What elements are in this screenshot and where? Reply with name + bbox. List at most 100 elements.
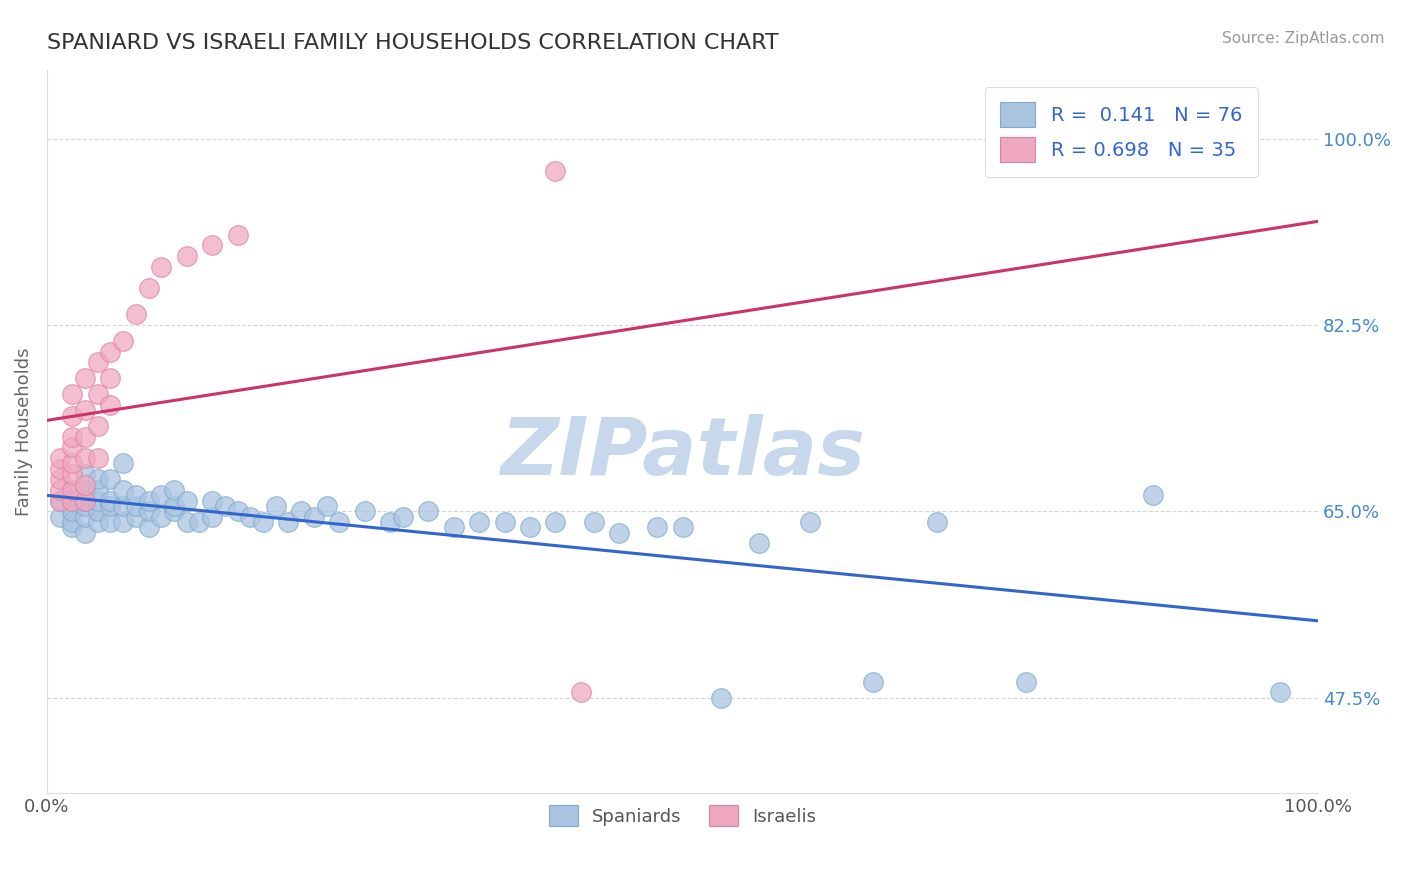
Point xyxy=(569,685,592,699)
Point xyxy=(328,515,350,529)
Point xyxy=(443,520,465,534)
Point xyxy=(112,499,135,513)
Point xyxy=(100,472,122,486)
Point xyxy=(544,163,567,178)
Point xyxy=(60,457,83,471)
Point xyxy=(73,467,96,481)
Point xyxy=(176,515,198,529)
Point xyxy=(73,488,96,502)
Point xyxy=(607,525,630,540)
Point xyxy=(201,493,224,508)
Point xyxy=(87,493,110,508)
Point xyxy=(73,451,96,466)
Point xyxy=(201,238,224,252)
Point xyxy=(188,515,211,529)
Point xyxy=(60,504,83,518)
Point xyxy=(544,515,567,529)
Point xyxy=(73,493,96,508)
Point xyxy=(494,515,516,529)
Point xyxy=(73,403,96,417)
Point xyxy=(582,515,605,529)
Point xyxy=(60,467,83,481)
Point xyxy=(73,499,96,513)
Point xyxy=(73,483,96,497)
Point xyxy=(60,520,83,534)
Point xyxy=(163,499,186,513)
Point xyxy=(799,515,821,529)
Point xyxy=(201,509,224,524)
Point xyxy=(353,504,375,518)
Point xyxy=(925,515,948,529)
Point xyxy=(87,387,110,401)
Point xyxy=(150,509,173,524)
Point xyxy=(645,520,668,534)
Point xyxy=(112,334,135,348)
Point xyxy=(176,493,198,508)
Point xyxy=(48,451,70,466)
Point xyxy=(100,344,122,359)
Point xyxy=(60,515,83,529)
Point xyxy=(302,509,325,524)
Point xyxy=(73,509,96,524)
Point xyxy=(519,520,541,534)
Point xyxy=(748,536,770,550)
Point xyxy=(60,441,83,455)
Text: Source: ZipAtlas.com: Source: ZipAtlas.com xyxy=(1222,31,1385,46)
Point xyxy=(73,477,96,491)
Point xyxy=(48,493,70,508)
Point xyxy=(418,504,440,518)
Point xyxy=(112,483,135,497)
Point xyxy=(87,515,110,529)
Point xyxy=(48,462,70,476)
Point xyxy=(60,483,83,497)
Point xyxy=(48,483,70,497)
Point xyxy=(138,504,160,518)
Point xyxy=(73,430,96,444)
Point xyxy=(100,499,122,513)
Point xyxy=(100,398,122,412)
Point xyxy=(60,504,83,518)
Point xyxy=(87,472,110,486)
Legend: Spaniards, Israelis: Spaniards, Israelis xyxy=(540,796,825,835)
Point xyxy=(226,227,249,242)
Point xyxy=(264,499,287,513)
Point xyxy=(214,499,236,513)
Point xyxy=(60,493,83,508)
Y-axis label: Family Households: Family Households xyxy=(15,347,32,516)
Point xyxy=(60,430,83,444)
Point xyxy=(125,499,148,513)
Point xyxy=(125,488,148,502)
Point xyxy=(176,249,198,263)
Point xyxy=(60,493,83,508)
Point xyxy=(73,371,96,385)
Point xyxy=(239,509,262,524)
Point xyxy=(60,387,83,401)
Point xyxy=(60,499,83,513)
Point xyxy=(48,509,70,524)
Point xyxy=(138,281,160,295)
Point xyxy=(73,525,96,540)
Point xyxy=(290,504,312,518)
Point xyxy=(60,488,83,502)
Point xyxy=(60,409,83,423)
Point xyxy=(87,483,110,497)
Point xyxy=(48,493,70,508)
Point xyxy=(252,515,274,529)
Point xyxy=(73,493,96,508)
Point xyxy=(1015,674,1038,689)
Point xyxy=(100,515,122,529)
Point xyxy=(862,674,884,689)
Point xyxy=(710,690,733,705)
Point xyxy=(48,472,70,486)
Point xyxy=(138,520,160,534)
Point xyxy=(87,451,110,466)
Point xyxy=(150,488,173,502)
Point xyxy=(392,509,415,524)
Point xyxy=(87,355,110,369)
Point xyxy=(150,260,173,274)
Point xyxy=(87,419,110,434)
Point xyxy=(138,493,160,508)
Point xyxy=(125,308,148,322)
Point xyxy=(100,493,122,508)
Point xyxy=(163,504,186,518)
